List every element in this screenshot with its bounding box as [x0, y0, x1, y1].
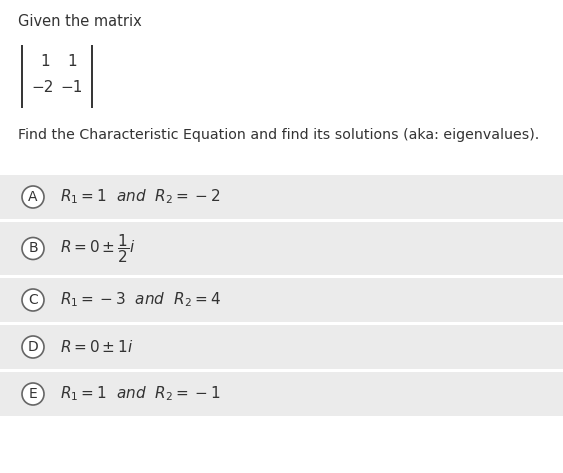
- Circle shape: [22, 383, 44, 405]
- Circle shape: [22, 237, 44, 260]
- Text: −2: −2: [32, 80, 54, 96]
- Bar: [0, 175, 563, 219]
- Circle shape: [22, 186, 44, 208]
- Text: E: E: [29, 387, 37, 401]
- Text: 1: 1: [67, 54, 77, 70]
- Text: 1: 1: [40, 54, 50, 70]
- Bar: [0, 325, 563, 369]
- Text: $R = 0 \pm \dfrac{1}{2}i$: $R = 0 \pm \dfrac{1}{2}i$: [60, 232, 136, 265]
- Bar: [0, 278, 563, 322]
- Text: $R = 0 \pm 1i$: $R = 0 \pm 1i$: [60, 339, 133, 355]
- Text: C: C: [28, 293, 38, 307]
- Text: $R_1 = 1\ \ and\ \ R_2 = -1$: $R_1 = 1\ \ and\ \ R_2 = -1$: [60, 385, 220, 403]
- Text: D: D: [28, 340, 38, 354]
- Text: $R_1 = 1\ \ and\ \ R_2 = -2$: $R_1 = 1\ \ and\ \ R_2 = -2$: [60, 188, 220, 206]
- Circle shape: [22, 336, 44, 358]
- Text: B: B: [28, 242, 38, 255]
- Text: Given the matrix: Given the matrix: [18, 14, 142, 29]
- Bar: [0, 372, 563, 416]
- Text: −1: −1: [61, 80, 83, 96]
- Circle shape: [22, 289, 44, 311]
- Bar: [0, 222, 563, 275]
- Text: A: A: [28, 190, 38, 204]
- Text: $R_1 = -3\ \ and\ \ R_2 = 4$: $R_1 = -3\ \ and\ \ R_2 = 4$: [60, 290, 221, 309]
- Text: Find the Characteristic Equation and find its solutions (aka: eigenvalues).: Find the Characteristic Equation and fin…: [18, 128, 539, 142]
